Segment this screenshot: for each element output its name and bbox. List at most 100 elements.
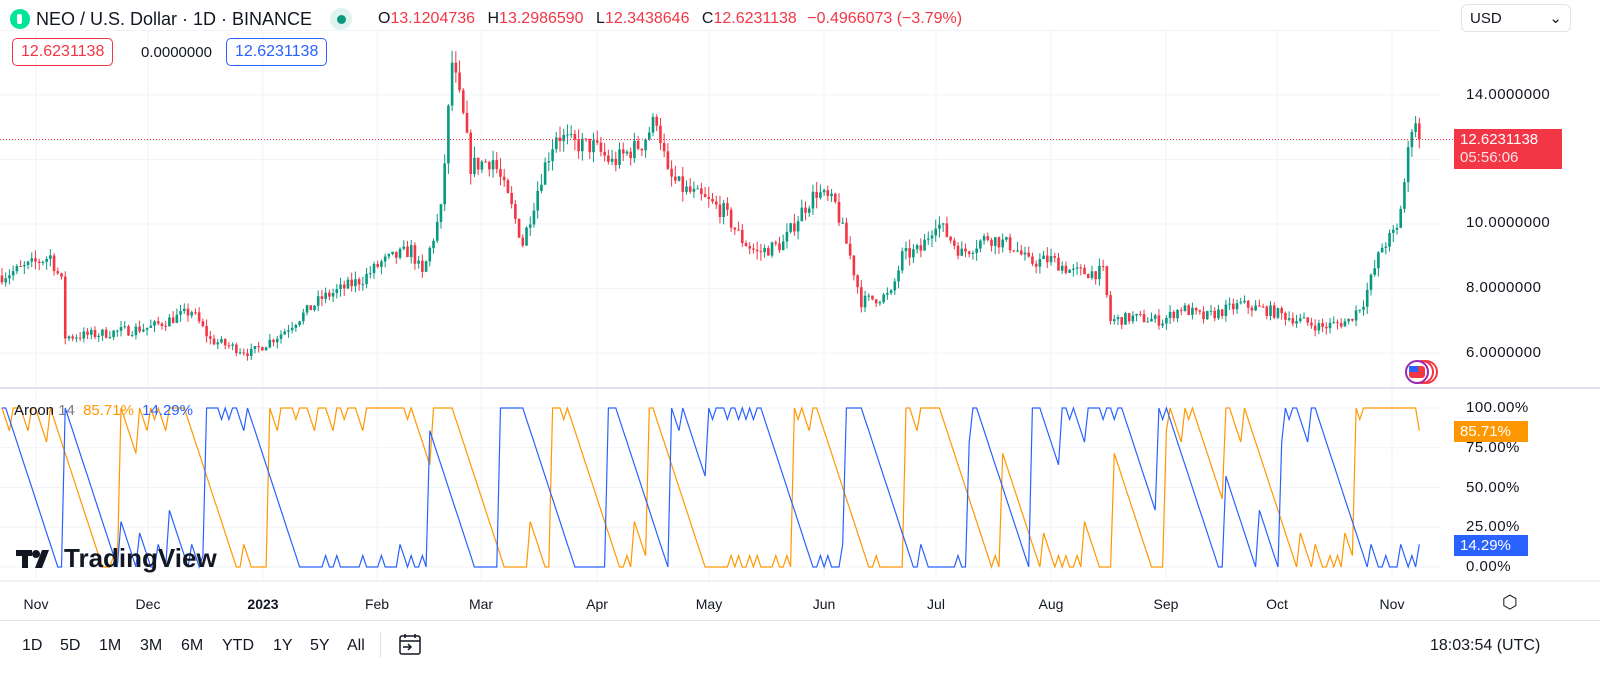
- timeframe-button-3m[interactable]: 3M: [140, 637, 163, 654]
- candle-body: [640, 148, 644, 151]
- timeframe-button-6m[interactable]: 6M: [181, 637, 204, 654]
- candle-body: [956, 245, 960, 256]
- candle-body: [1302, 317, 1306, 319]
- aroon-up-tag: 85.71%: [1454, 421, 1528, 442]
- candle-body: [651, 116, 655, 133]
- candle-body: [986, 236, 990, 240]
- candle-body: [476, 157, 480, 170]
- candle-body: [231, 344, 234, 346]
- market-status-icon[interactable]: [330, 8, 353, 30]
- candle-body: [447, 105, 450, 164]
- candle-body: [37, 261, 41, 263]
- candle-body: [1008, 237, 1012, 251]
- candle-body: [737, 229, 740, 231]
- candle-body: [781, 241, 785, 251]
- candle-body: [1284, 313, 1287, 320]
- candle-body: [413, 245, 417, 264]
- candle-body: [41, 261, 45, 263]
- candle-body: [1391, 229, 1395, 233]
- candle-body: [826, 190, 830, 197]
- candle-body: [915, 245, 919, 250]
- candle-body: [1079, 267, 1083, 269]
- symbol-title[interactable]: NEO / U.S. Dollar · 1D · BINANCE: [36, 8, 313, 29]
- candle-body: [11, 271, 15, 276]
- candle-body: [1228, 303, 1231, 305]
- time-axis-label: 2023: [247, 596, 279, 612]
- candle-body: [216, 342, 220, 345]
- spread-value: 0.0000000: [141, 44, 212, 61]
- candle-body: [882, 294, 885, 303]
- calendar-range-icon[interactable]: [398, 632, 422, 661]
- candle-body: [1399, 208, 1403, 228]
- candle-body: [1258, 305, 1261, 307]
- timeframe-button-ytd[interactable]: YTD: [222, 637, 254, 654]
- candle-body: [1001, 239, 1004, 248]
- candle-body: [510, 192, 513, 205]
- candle-body: [540, 184, 543, 191]
- candle-body: [1086, 274, 1090, 279]
- candle-body: [610, 158, 614, 162]
- candle-body: [424, 261, 428, 272]
- aroon-legend[interactable]: Aroon 14 85.71% 14.29%: [14, 402, 193, 419]
- candle-body: [990, 239, 993, 246]
- candle-body: [491, 160, 495, 170]
- candle-body: [246, 353, 249, 356]
- candle-body: [1064, 265, 1068, 273]
- candle-body: [1150, 318, 1153, 322]
- timeframe-button-1y[interactable]: 1Y: [273, 637, 293, 654]
- candle-body: [279, 334, 283, 339]
- candle-body: [432, 240, 435, 249]
- candle-body: [86, 331, 89, 335]
- candle-body: [89, 329, 93, 335]
- candle-body: [305, 305, 309, 313]
- candle-body: [1362, 306, 1365, 310]
- timeframe-button-1m[interactable]: 1M: [99, 637, 122, 654]
- candle-body: [1325, 326, 1328, 329]
- candle-body: [677, 176, 681, 181]
- time-axis-label: Mar: [468, 596, 494, 612]
- candle-body: [186, 308, 190, 316]
- ask-price-box[interactable]: 12.6231138: [226, 38, 328, 66]
- us-flag-icon[interactable]: [1402, 360, 1438, 384]
- candle-body: [1153, 315, 1157, 319]
- candle-body: [592, 140, 595, 153]
- candle-body: [863, 295, 867, 308]
- utc-clock[interactable]: 18:03:54 (UTC): [1430, 637, 1541, 654]
- candle-body: [168, 317, 171, 327]
- candle-body: [647, 132, 651, 140]
- candle-body: [1310, 322, 1313, 326]
- time-axis-label: Jun: [812, 596, 836, 612]
- bid-price-box[interactable]: 12.6231138: [12, 38, 114, 66]
- candle-body: [1116, 317, 1120, 320]
- candle-body: [755, 249, 759, 252]
- candle-body: [450, 62, 454, 106]
- candle-body: [443, 163, 446, 205]
- candle-body: [1194, 307, 1198, 311]
- candle-body: [149, 325, 153, 328]
- candle-body: [406, 246, 409, 258]
- settings-gear-icon[interactable]: ⬡: [1502, 592, 1518, 612]
- candle-body: [461, 90, 465, 113]
- candle-body: [993, 237, 997, 246]
- time-axis-label: May: [695, 596, 723, 612]
- candle-body: [1101, 265, 1105, 267]
- candle-body: [681, 176, 685, 192]
- timeframe-button-5y[interactable]: 5Y: [310, 637, 330, 654]
- candle-body: [696, 188, 699, 190]
- candle-body: [272, 339, 275, 343]
- candle-body: [458, 72, 461, 91]
- currency-select[interactable]: USD ⌄: [1461, 4, 1571, 32]
- candle-body: [331, 292, 335, 297]
- candle-body: [599, 142, 603, 152]
- timeframe-button-all[interactable]: All: [347, 637, 365, 654]
- time-axis-label: Jul: [927, 596, 945, 612]
- candle-body: [1269, 305, 1272, 316]
- candle-body: [1075, 267, 1079, 269]
- timeframe-button-5d[interactable]: 5D: [60, 637, 81, 654]
- tradingview-logo[interactable]: TradingView: [16, 543, 217, 574]
- candle-body: [1246, 300, 1250, 308]
- candle-body: [926, 238, 930, 240]
- candle-body: [1176, 309, 1179, 319]
- timeframe-button-1d[interactable]: 1D: [22, 637, 43, 654]
